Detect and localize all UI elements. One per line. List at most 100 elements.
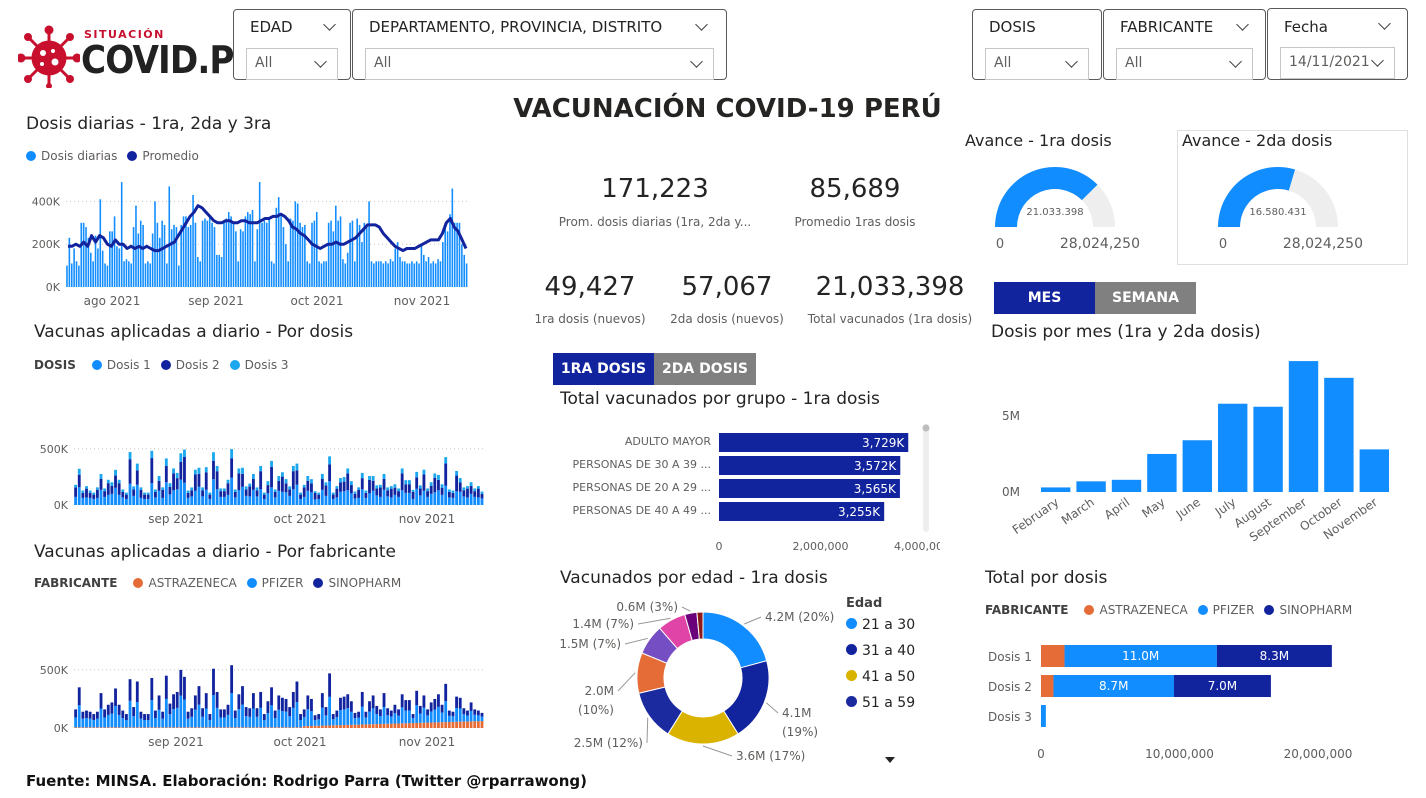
group-chart-title: Total vacunados por grupo - 1ra dosis bbox=[560, 389, 880, 409]
bar-segment bbox=[262, 498, 266, 505]
bar-segment bbox=[458, 721, 462, 728]
bar-segment bbox=[74, 709, 78, 718]
bar-segment bbox=[328, 696, 332, 726]
slicer-edad[interactable]: EDAD All bbox=[233, 9, 351, 80]
bar-segment bbox=[437, 490, 440, 505]
bar-segment bbox=[77, 705, 81, 728]
bar-segment bbox=[306, 476, 310, 481]
slicer-dosis[interactable]: DOSIS All bbox=[972, 9, 1102, 80]
bar-segment bbox=[368, 479, 371, 494]
bar bbox=[1324, 377, 1354, 492]
bar-segment bbox=[150, 483, 154, 505]
bar bbox=[97, 248, 99, 287]
average-line bbox=[68, 204, 468, 253]
bar bbox=[246, 212, 249, 287]
bar-segment bbox=[291, 489, 295, 505]
bar bbox=[177, 265, 180, 287]
bar-segment bbox=[135, 702, 139, 728]
bar bbox=[113, 216, 116, 287]
bar-segment bbox=[201, 487, 205, 491]
bar-segment bbox=[215, 707, 219, 728]
bar-segment bbox=[74, 496, 78, 505]
bar-segment bbox=[99, 489, 103, 505]
bar-segment bbox=[295, 470, 299, 485]
bar-segment bbox=[400, 473, 404, 491]
bar-segment bbox=[1216, 645, 1332, 667]
bar-segment bbox=[222, 488, 226, 492]
bar-segment bbox=[422, 695, 426, 708]
bar bbox=[430, 263, 432, 287]
bar-segment bbox=[320, 489, 324, 505]
bar-segment bbox=[193, 469, 197, 475]
bar-segment bbox=[1173, 675, 1271, 697]
slicer-dosis-dropdown[interactable]: All bbox=[985, 48, 1089, 80]
slicer-region-dropdown[interactable]: All bbox=[365, 48, 714, 80]
bar-segment bbox=[266, 493, 270, 505]
slicer-fabricante[interactable]: FABRICANTE All bbox=[1103, 9, 1266, 80]
bar-segment bbox=[281, 476, 284, 492]
bar-segment bbox=[237, 709, 241, 728]
bar bbox=[1076, 481, 1106, 492]
slicer-fecha[interactable]: Fecha 14/11/2021 bbox=[1267, 8, 1408, 80]
slicer-edad-dropdown[interactable]: All bbox=[246, 48, 338, 80]
bar-segment bbox=[386, 723, 390, 728]
legend-scroll-down-icon[interactable] bbox=[885, 757, 895, 763]
bar bbox=[256, 229, 259, 287]
bar bbox=[1359, 449, 1389, 492]
bar-segment bbox=[408, 723, 411, 728]
bar-segment bbox=[266, 485, 270, 494]
slicer-region[interactable]: DEPARTAMENTO, PROVINCIA, DISTRITO All bbox=[352, 9, 727, 80]
bar-segment bbox=[357, 717, 361, 725]
bar-segment bbox=[262, 714, 266, 721]
bar bbox=[273, 263, 275, 287]
bar-segment bbox=[306, 490, 310, 505]
bar-segment bbox=[186, 497, 190, 505]
bar-segment bbox=[1041, 705, 1046, 727]
month-button[interactable]: MES bbox=[994, 282, 1095, 314]
bar-segment bbox=[117, 479, 121, 484]
bar bbox=[394, 248, 397, 287]
x-tick-label: March bbox=[1059, 495, 1097, 527]
bar-segment bbox=[146, 714, 150, 721]
bar-segment bbox=[175, 472, 179, 479]
bar-segment bbox=[306, 480, 310, 491]
bar bbox=[346, 252, 349, 287]
bar bbox=[170, 229, 173, 287]
bar-segment bbox=[233, 497, 237, 505]
daily-chart-legend: Dosis diarias Promedio bbox=[20, 149, 199, 163]
week-button[interactable]: SEMANA bbox=[1095, 282, 1196, 314]
bar-segment bbox=[397, 488, 400, 492]
bar-segment bbox=[313, 715, 317, 721]
bar-segment bbox=[219, 727, 223, 728]
date-input[interactable]: 14/11/2021 bbox=[1280, 47, 1395, 79]
legend-item: Promedio bbox=[142, 149, 199, 163]
bar bbox=[1288, 361, 1319, 492]
bar-segment bbox=[219, 717, 223, 728]
bar-segment bbox=[346, 473, 350, 491]
bar-segment bbox=[183, 482, 186, 505]
total-dose-chart-title: Total por dosis bbox=[985, 568, 1108, 588]
first-dose-button[interactable]: 1RA DOSIS bbox=[553, 353, 654, 385]
chevron-down-icon[interactable] bbox=[1378, 17, 1391, 30]
donut-slice bbox=[702, 611, 768, 669]
second-dose-button[interactable]: 2DA DOSIS bbox=[654, 353, 756, 385]
chevron-down-icon[interactable] bbox=[695, 18, 708, 31]
kpi-label: Prom. dosis diarias (1ra, 2da y... bbox=[558, 215, 752, 229]
bar-segment bbox=[360, 472, 364, 479]
slicer-fabricante-dropdown[interactable]: All bbox=[1116, 48, 1253, 80]
bar-segment bbox=[284, 479, 288, 484]
bar-segment bbox=[357, 489, 361, 498]
data-label: 8.7M bbox=[1099, 679, 1128, 693]
slicer-dosis-value: All bbox=[994, 55, 1012, 71]
by-maker-chart-legend: FABRICANTE ASTRAZENECA PFIZER SINOPHARM bbox=[34, 576, 401, 590]
chevron-down-icon[interactable] bbox=[323, 18, 336, 31]
slicer-fabricante-title: FABRICANTE bbox=[1120, 18, 1214, 36]
bar bbox=[306, 261, 309, 287]
chevron-down-icon[interactable] bbox=[1236, 18, 1249, 31]
bar-segment bbox=[121, 718, 125, 728]
bar-segment bbox=[110, 713, 114, 728]
bar-segment bbox=[324, 495, 328, 505]
bar-segment bbox=[476, 710, 480, 716]
bar bbox=[719, 502, 885, 521]
bar-segment bbox=[386, 496, 390, 505]
